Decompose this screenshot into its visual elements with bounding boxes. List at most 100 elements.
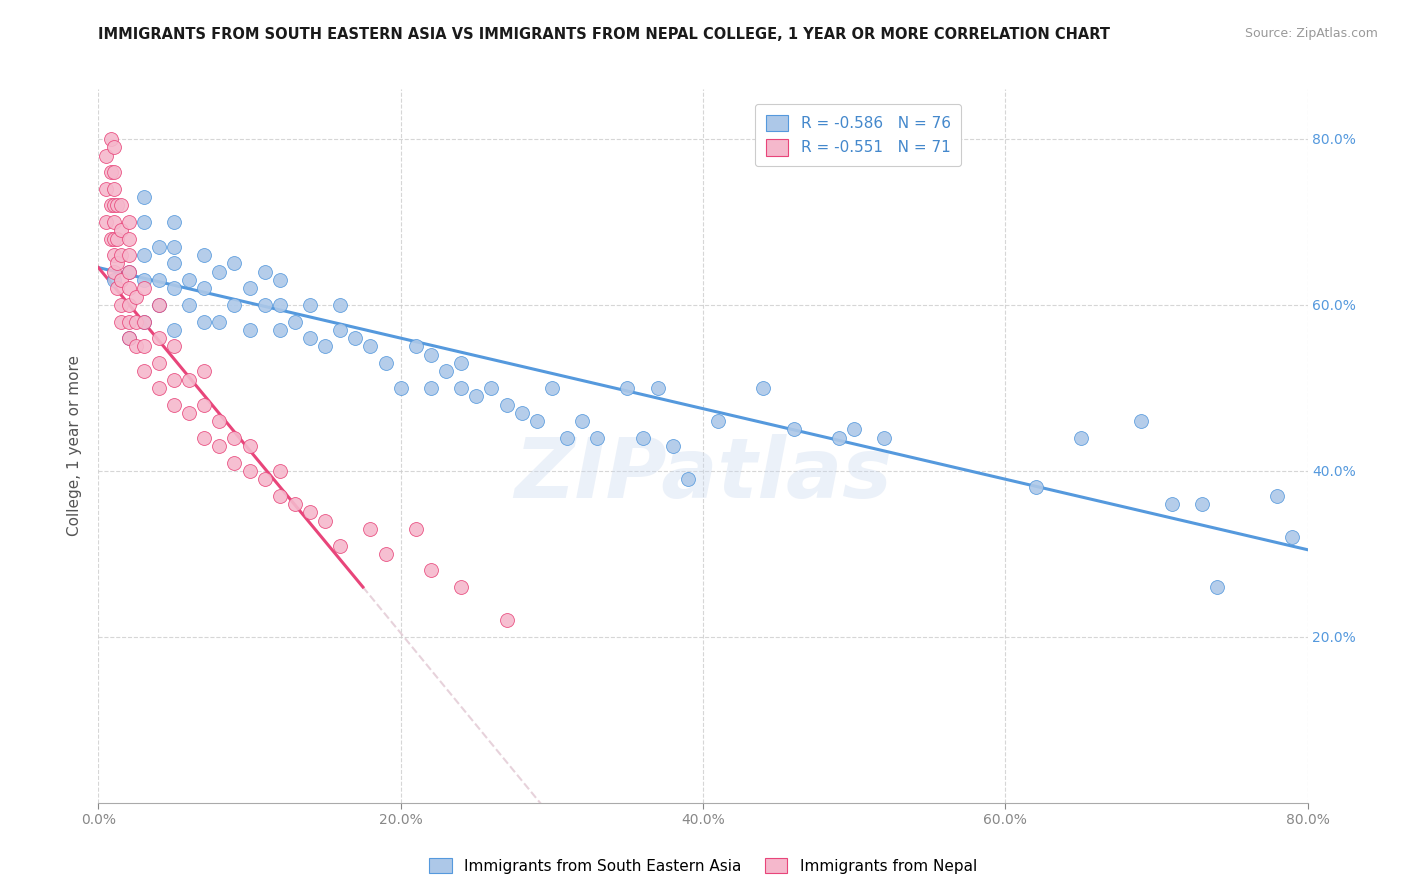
Text: ZIPatlas: ZIPatlas [515, 434, 891, 515]
Point [179, 373, 201, 387]
Point [1267, 489, 1289, 503]
Point [118, 331, 141, 345]
Point [148, 331, 170, 345]
Point [193, 281, 215, 295]
Point [314, 514, 336, 528]
Point [103, 273, 125, 287]
Legend: Immigrants from South Eastern Asia, Immigrants from Nepal: Immigrants from South Eastern Asia, Immi… [423, 852, 983, 880]
Point [163, 256, 186, 270]
Point [179, 273, 201, 287]
Point [405, 522, 427, 536]
Point [783, 422, 806, 436]
Point [208, 265, 231, 279]
Point [103, 182, 125, 196]
Point [103, 248, 125, 262]
Point [193, 248, 215, 262]
Point [125, 314, 148, 328]
Point [269, 273, 291, 287]
Point [110, 223, 132, 237]
Point [118, 215, 141, 229]
Point [118, 231, 141, 245]
Point [420, 348, 443, 362]
Point [100, 132, 122, 146]
Point [752, 381, 775, 395]
Point [420, 564, 443, 578]
Point [148, 240, 170, 254]
Point [94, 148, 117, 162]
Point [676, 472, 699, 486]
Point [481, 381, 503, 395]
Point [103, 198, 125, 212]
Point [540, 381, 562, 395]
Point [344, 331, 367, 345]
Point [163, 339, 186, 353]
Point [179, 298, 201, 312]
Point [329, 539, 352, 553]
Point [100, 231, 122, 245]
Point [94, 182, 117, 196]
Point [434, 364, 457, 378]
Point [118, 265, 141, 279]
Point [1070, 431, 1092, 445]
Point [148, 356, 170, 370]
Point [360, 339, 382, 353]
Point [224, 431, 246, 445]
Point [269, 298, 291, 312]
Point [163, 373, 186, 387]
Point [571, 414, 593, 428]
Point [1206, 580, 1229, 594]
Point [253, 298, 276, 312]
Point [103, 165, 125, 179]
Point [269, 323, 291, 337]
Point [224, 456, 246, 470]
Point [103, 140, 125, 154]
Point [193, 364, 215, 378]
Point [105, 281, 128, 295]
Point [110, 198, 132, 212]
Point [329, 323, 352, 337]
Point [105, 256, 128, 270]
Point [1281, 530, 1303, 544]
Point [224, 256, 246, 270]
Point [105, 198, 128, 212]
Point [1191, 497, 1213, 511]
Point [450, 580, 472, 594]
Point [495, 397, 517, 411]
Point [495, 613, 517, 627]
Point [647, 381, 669, 395]
Point [374, 547, 396, 561]
Point [110, 273, 132, 287]
Point [132, 314, 155, 328]
Point [132, 215, 155, 229]
Point [284, 314, 307, 328]
Point [1160, 497, 1182, 511]
Point [193, 314, 215, 328]
Point [132, 281, 155, 295]
Point [253, 265, 276, 279]
Point [616, 381, 638, 395]
Point [299, 331, 322, 345]
Point [224, 298, 246, 312]
Point [510, 406, 533, 420]
Point [132, 273, 155, 287]
Point [103, 265, 125, 279]
Point [163, 215, 186, 229]
Point [329, 298, 352, 312]
Point [420, 381, 443, 395]
Point [284, 497, 307, 511]
Point [125, 290, 148, 304]
Point [662, 439, 685, 453]
Point [873, 431, 896, 445]
Point [405, 339, 427, 353]
Point [193, 397, 215, 411]
Point [118, 281, 141, 295]
Point [118, 314, 141, 328]
Text: IMMIGRANTS FROM SOUTH EASTERN ASIA VS IMMIGRANTS FROM NEPAL COLLEGE, 1 YEAR OR M: IMMIGRANTS FROM SOUTH EASTERN ASIA VS IM… [98, 27, 1111, 42]
Point [110, 298, 132, 312]
Point [148, 381, 170, 395]
Point [125, 339, 148, 353]
Point [450, 381, 472, 395]
Point [526, 414, 548, 428]
Point [105, 231, 128, 245]
Point [374, 356, 396, 370]
